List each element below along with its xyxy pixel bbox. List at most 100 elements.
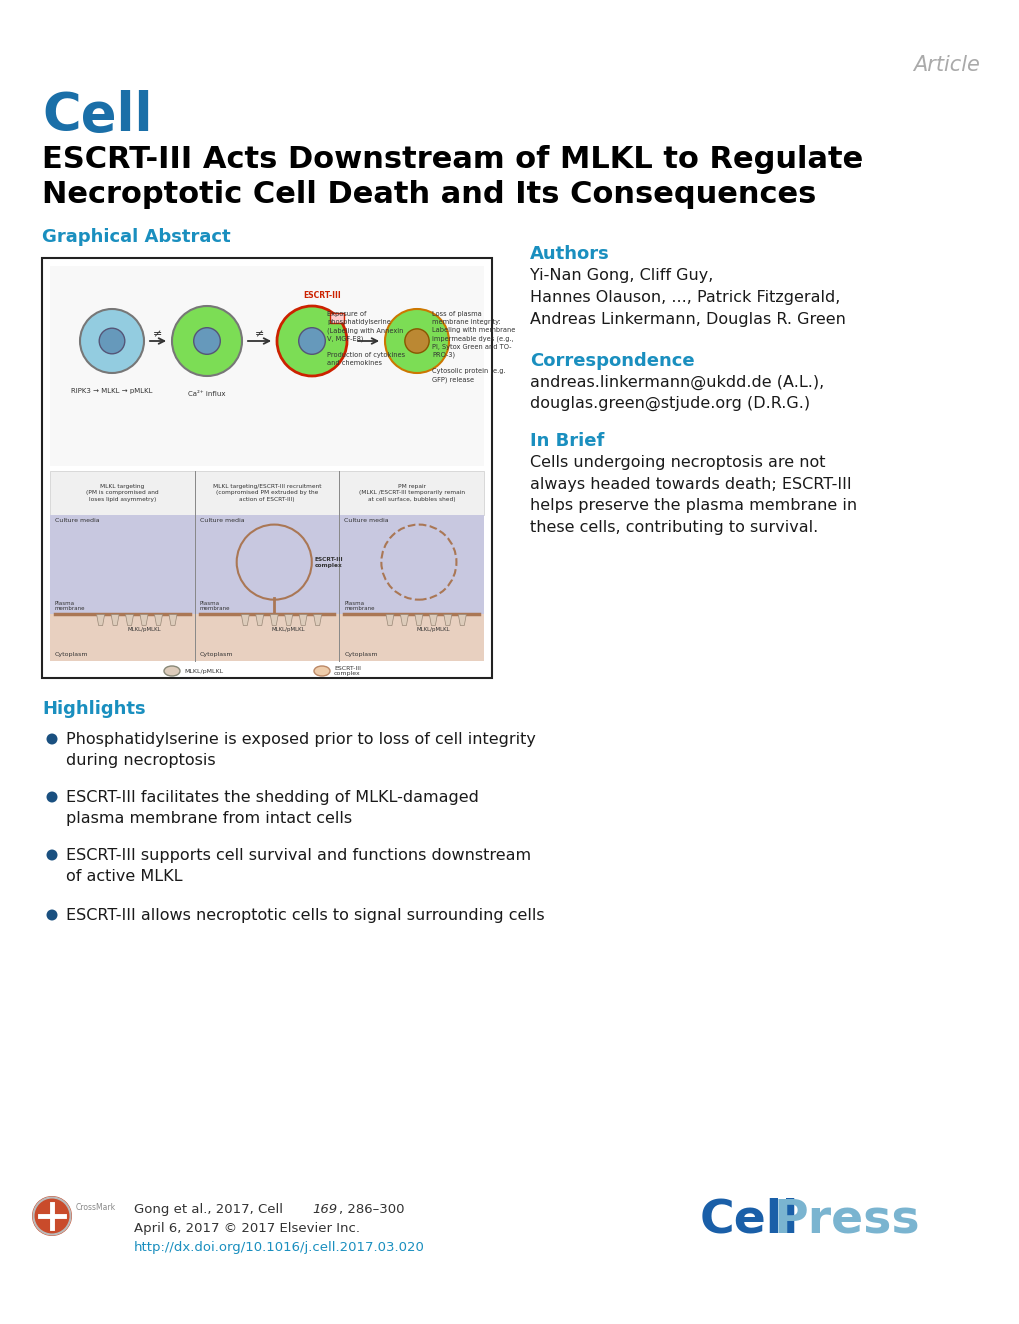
Text: MLKL/pMLKL: MLKL/pMLKL	[272, 628, 306, 633]
Text: Cell: Cell	[42, 90, 153, 142]
Text: ESCRT-III allows necroptotic cells to signal surrounding cells: ESCRT-III allows necroptotic cells to si…	[66, 908, 544, 923]
Circle shape	[194, 328, 220, 355]
Text: Exposure of
phosphatidylserine
(Labeling with Annexin
V, MGF-E8)

Production of : Exposure of phosphatidylserine (Labeling…	[327, 311, 405, 365]
Text: Gong et al., 2017, Cell: Gong et al., 2017, Cell	[133, 1204, 287, 1215]
Text: 169: 169	[312, 1204, 337, 1215]
Text: Plasma
membrane: Plasma membrane	[200, 601, 230, 612]
Bar	[330, 312, 343, 323]
Circle shape	[405, 328, 429, 354]
Text: Cells undergoing necroptosis are not
always headed towards death; ESCRT-III
help: Cells undergoing necroptosis are not alw…	[530, 455, 856, 535]
Text: ESCRT-III supports cell survival and functions downstream
of active MLKL: ESCRT-III supports cell survival and fun…	[66, 847, 531, 884]
Bar	[195, 613, 339, 661]
Circle shape	[47, 792, 57, 802]
Text: Culture media: Culture media	[55, 518, 100, 523]
Text: Culture media: Culture media	[200, 518, 245, 523]
Text: Press: Press	[773, 1197, 920, 1242]
Text: ≠: ≠	[255, 328, 264, 339]
Bar	[339, 515, 484, 613]
Text: April 6, 2017 © 2017 Elsevier Inc.: April 6, 2017 © 2017 Elsevier Inc.	[133, 1222, 360, 1235]
Text: http://dx.doi.org/10.1016/j.cell.2017.03.020: http://dx.doi.org/10.1016/j.cell.2017.03…	[133, 1241, 425, 1254]
Polygon shape	[299, 614, 307, 625]
Text: PM repair
(MLKL /ESCRT-III temporarily remain
at cell surface, bubbles shed): PM repair (MLKL /ESCRT-III temporarily r…	[359, 485, 465, 502]
Polygon shape	[242, 614, 249, 625]
Polygon shape	[169, 614, 176, 625]
Text: Plasma
membrane: Plasma membrane	[344, 601, 374, 612]
Text: Loss of plasma
membrane integrity:
Labeling with membrane
impermeable dyes (e.g.: Loss of plasma membrane integrity: Label…	[432, 311, 515, 383]
Polygon shape	[111, 614, 119, 625]
Text: Culture media: Culture media	[344, 518, 388, 523]
Text: douglas.green@stjude.org (D.R.G.): douglas.green@stjude.org (D.R.G.)	[530, 396, 809, 412]
Ellipse shape	[314, 666, 330, 677]
Polygon shape	[458, 614, 466, 625]
Text: Necroptotic Cell Death and Its Consequences: Necroptotic Cell Death and Its Consequen…	[42, 180, 815, 209]
Text: MLKL/pMLKL: MLKL/pMLKL	[416, 628, 449, 633]
Polygon shape	[284, 614, 292, 625]
Text: Cytoplasm: Cytoplasm	[55, 651, 89, 657]
Text: Graphical Abstract: Graphical Abstract	[42, 228, 230, 246]
Text: ESCRT-III Acts Downstream of MLKL to Regulate: ESCRT-III Acts Downstream of MLKL to Reg…	[42, 146, 862, 173]
Circle shape	[277, 306, 346, 376]
Text: CrossMark: CrossMark	[76, 1204, 116, 1213]
Text: , 286–300: , 286–300	[338, 1204, 405, 1215]
Bar	[195, 471, 339, 515]
Text: ESCRT-III
complex: ESCRT-III complex	[333, 666, 361, 677]
Polygon shape	[313, 614, 321, 625]
Polygon shape	[256, 614, 264, 625]
Text: Ca²⁺ influx: Ca²⁺ influx	[189, 391, 225, 397]
Text: Cell: Cell	[699, 1197, 799, 1242]
Text: In Brief: In Brief	[530, 432, 604, 450]
Polygon shape	[97, 614, 105, 625]
Text: ESCRT-III
complex: ESCRT-III complex	[315, 556, 343, 568]
Circle shape	[47, 910, 57, 920]
Bar	[42, 258, 491, 678]
Text: Phosphatidylserine is exposed prior to loss of cell integrity
during necroptosis: Phosphatidylserine is exposed prior to l…	[66, 732, 535, 768]
Text: MLKL/pMLKL: MLKL/pMLKL	[127, 628, 161, 633]
Text: ≠: ≠	[153, 328, 162, 339]
Polygon shape	[154, 614, 162, 625]
Text: Andreas Linkermann, Douglas R. Green: Andreas Linkermann, Douglas R. Green	[530, 312, 845, 327]
Text: Yi-Nan Gong, Cliff Guy,: Yi-Nan Gong, Cliff Guy,	[530, 267, 712, 283]
Polygon shape	[385, 614, 393, 625]
Polygon shape	[270, 614, 278, 625]
Polygon shape	[429, 614, 437, 625]
Text: Cytoplasm: Cytoplasm	[200, 651, 233, 657]
Ellipse shape	[164, 666, 179, 677]
Text: ESCRT-III: ESCRT-III	[303, 291, 340, 301]
Bar	[50, 515, 195, 613]
Bar	[50, 266, 484, 466]
Text: Plasma
membrane: Plasma membrane	[55, 601, 86, 612]
Polygon shape	[140, 614, 148, 625]
Text: Article: Article	[912, 56, 979, 75]
Polygon shape	[415, 614, 423, 625]
Text: andreas.linkermann@ukdd.de (A.L.),: andreas.linkermann@ukdd.de (A.L.),	[530, 375, 823, 391]
Circle shape	[47, 733, 57, 744]
Circle shape	[79, 308, 144, 373]
Circle shape	[236, 524, 312, 600]
Circle shape	[299, 328, 325, 355]
Text: Correspondence: Correspondence	[530, 352, 694, 369]
Polygon shape	[400, 614, 408, 625]
Circle shape	[172, 306, 242, 376]
Circle shape	[384, 308, 448, 373]
Text: ESCRT-III facilitates the shedding of MLKL-damaged
plasma membrane from intact c: ESCRT-III facilitates the shedding of ML…	[66, 790, 478, 826]
Text: Hannes Olauson, ..., Patrick Fitzgerald,: Hannes Olauson, ..., Patrick Fitzgerald,	[530, 290, 840, 305]
Text: MLKL targeting/ESCRT-III recruitment
(compromised PM extruded by the
action of E: MLKL targeting/ESCRT-III recruitment (co…	[213, 485, 321, 502]
Bar	[339, 471, 484, 515]
Polygon shape	[443, 614, 451, 625]
Bar	[50, 471, 195, 515]
Polygon shape	[125, 614, 133, 625]
Circle shape	[99, 328, 124, 354]
Circle shape	[381, 524, 455, 600]
Text: Authors: Authors	[530, 245, 609, 263]
Bar	[339, 613, 484, 661]
Text: RIPK3 → MLKL → pMLKL: RIPK3 → MLKL → pMLKL	[71, 388, 153, 395]
Text: MLKL targeting
(PM is compromised and
loses lipid asymmetry): MLKL targeting (PM is compromised and lo…	[86, 485, 159, 502]
Circle shape	[32, 1196, 72, 1237]
Text: Highlights: Highlights	[42, 700, 146, 718]
Bar	[50, 613, 195, 661]
Circle shape	[47, 850, 57, 861]
Text: Cytoplasm: Cytoplasm	[344, 651, 377, 657]
Text: MLKL/pMLKL: MLKL/pMLKL	[183, 669, 223, 674]
Bar	[195, 515, 339, 613]
